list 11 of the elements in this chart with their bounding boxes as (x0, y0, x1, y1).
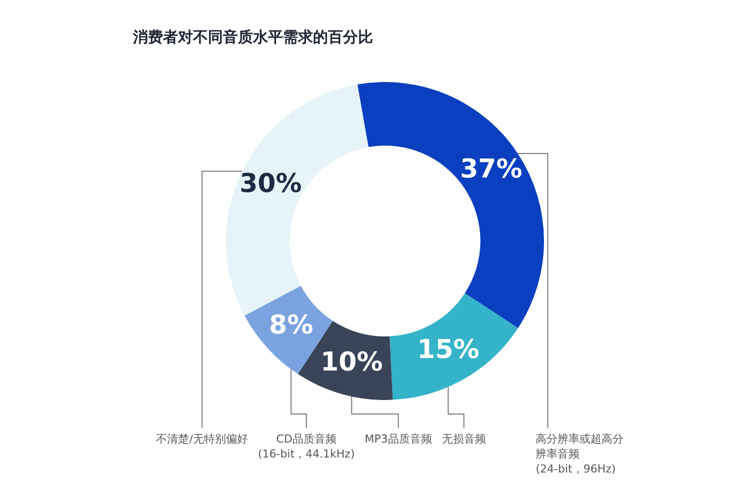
slice-label: MP3品质音频 (364, 432, 432, 446)
data-label: 8% (268, 310, 314, 341)
slice-label: 高分辨率或超高分辨率音频(24-bit，96Hz) (536, 432, 624, 476)
slice-label: 不清楚/无特别偏好 (156, 432, 248, 446)
data-label: 30% (240, 168, 302, 199)
data-label: 10% (320, 348, 383, 378)
data-label: 37% (460, 154, 522, 185)
slice-label: 无损音频 (442, 432, 486, 446)
slice-label: CD品质音频(16-bit，44.1kHz) (258, 432, 355, 460)
data-label: 15% (417, 335, 480, 366)
chart-title: 消费者对不同音质水平需求的百分比 (133, 28, 373, 47)
